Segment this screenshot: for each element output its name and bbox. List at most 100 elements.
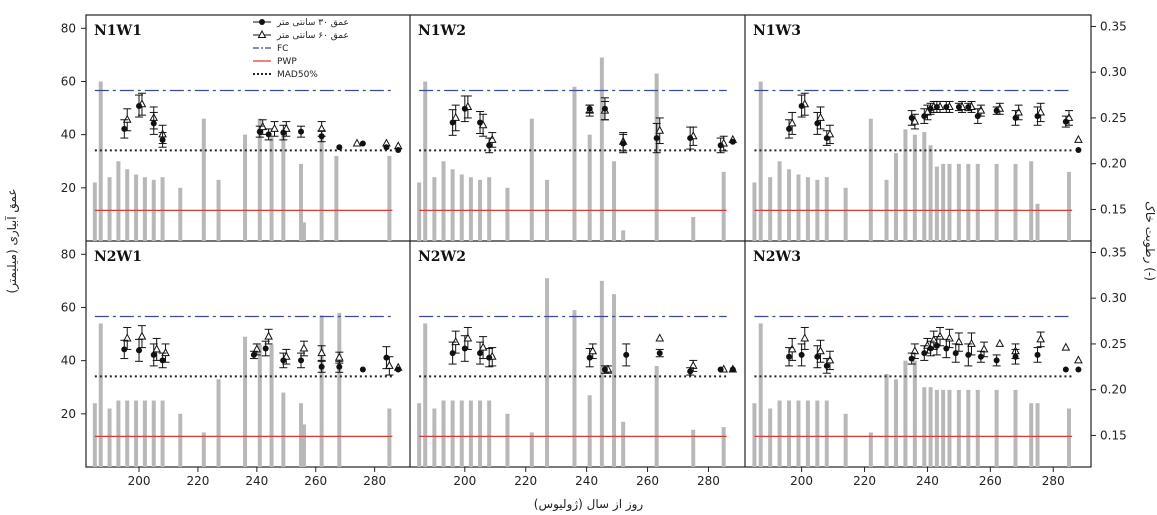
irrigation-bar bbox=[142, 400, 147, 467]
irrigation-bar bbox=[107, 408, 112, 467]
irrigation-bar bbox=[216, 379, 221, 467]
depth30-marker bbox=[280, 129, 287, 136]
irrigation-bar bbox=[824, 177, 829, 241]
irrigation-bar bbox=[843, 413, 848, 467]
irrigation-bar bbox=[134, 400, 139, 467]
irrigation-bar bbox=[529, 118, 534, 241]
irrigation-bar bbox=[178, 413, 183, 467]
irrigation-bar bbox=[319, 315, 324, 467]
depth30-marker bbox=[1062, 366, 1069, 373]
depth30-marker bbox=[256, 128, 263, 135]
depth60-marker bbox=[252, 344, 262, 353]
depth30-marker bbox=[383, 144, 390, 151]
irrigation-bar bbox=[621, 230, 626, 241]
x-tick-label: 220 bbox=[514, 474, 537, 488]
depth30-marker bbox=[952, 350, 959, 357]
depth60-marker bbox=[688, 360, 698, 369]
depth60-marker bbox=[588, 346, 598, 355]
irrigation-bar bbox=[956, 163, 961, 241]
depth30-marker bbox=[977, 353, 984, 360]
depth30-marker bbox=[943, 345, 950, 352]
irrigation-bar bbox=[903, 129, 908, 241]
x-tick-label: 260 bbox=[636, 474, 659, 488]
depth30-marker bbox=[298, 357, 305, 364]
irrigation-bar bbox=[1029, 161, 1034, 241]
depth60-marker bbox=[1061, 342, 1071, 351]
irrigation-bar bbox=[721, 171, 726, 241]
depth30-marker bbox=[449, 119, 456, 126]
y-right-tick-label: 0.35 bbox=[1100, 19, 1127, 33]
irrigation-bar bbox=[1066, 171, 1071, 241]
depth60-marker bbox=[655, 125, 665, 134]
irrigation-bar bbox=[587, 134, 592, 241]
irrigation-bar bbox=[201, 432, 206, 467]
irrigation-bar bbox=[956, 389, 961, 467]
depth30-marker bbox=[1075, 366, 1082, 373]
irrigation-bar bbox=[654, 365, 659, 467]
legend-marker bbox=[257, 29, 267, 38]
depth30-marker bbox=[656, 350, 663, 357]
irrigation-bar bbox=[758, 323, 763, 467]
x-tick-label: 220 bbox=[853, 474, 876, 488]
y-right-tick-label: 0.30 bbox=[1100, 291, 1127, 305]
irrigation-bar bbox=[107, 177, 112, 241]
y-left-tick-label: 20 bbox=[61, 181, 76, 195]
depth30-marker bbox=[786, 125, 793, 132]
depth30-marker bbox=[265, 131, 272, 138]
irrigation-bar bbox=[178, 187, 183, 241]
depth30-marker bbox=[318, 363, 325, 370]
irrigation-bar bbox=[487, 400, 492, 467]
depth60-marker bbox=[954, 337, 964, 346]
x-tick-label: 260 bbox=[979, 474, 1002, 488]
depth30-marker bbox=[717, 366, 724, 373]
x-tick-label: 200 bbox=[128, 474, 151, 488]
panel-title: N1W1 bbox=[94, 23, 142, 39]
depth60-marker bbox=[816, 112, 825, 121]
irrigation-bar bbox=[947, 389, 952, 467]
depth30-marker bbox=[586, 354, 593, 361]
irrigation-bar bbox=[768, 177, 773, 241]
depth30-marker bbox=[965, 351, 972, 358]
depth30-marker bbox=[336, 363, 343, 370]
irrigation-bar bbox=[721, 427, 726, 467]
depth30-marker bbox=[1062, 118, 1069, 125]
legend-label: PWP bbox=[277, 57, 297, 67]
irrigation-bar bbox=[441, 400, 446, 467]
depth30-marker bbox=[1075, 146, 1082, 153]
irrigation-bar bbox=[417, 182, 422, 241]
irrigation-bar bbox=[151, 400, 156, 467]
irrigation-bar bbox=[423, 323, 428, 467]
depth30-marker bbox=[623, 351, 630, 358]
depth60-marker bbox=[1074, 355, 1083, 364]
depth60-marker bbox=[910, 346, 920, 355]
depth30-marker bbox=[262, 345, 269, 352]
depth30-marker bbox=[993, 107, 1000, 114]
irrigation-bar bbox=[432, 408, 437, 467]
depth60-marker bbox=[270, 123, 279, 132]
depth30-marker bbox=[159, 357, 166, 364]
irrigation-bar bbox=[243, 336, 248, 467]
irrigation-bar bbox=[777, 161, 782, 241]
depth30-marker bbox=[449, 350, 456, 357]
irrigation-bar bbox=[1035, 403, 1040, 467]
irrigation-bar bbox=[654, 73, 659, 242]
irrigation-bar bbox=[243, 134, 248, 241]
irrigation-bar bbox=[941, 163, 946, 241]
depth30-marker bbox=[717, 142, 724, 149]
irrigation-bar bbox=[975, 389, 980, 467]
panel-n1w2: N1W2 bbox=[417, 23, 738, 242]
y-left-tick-label: 80 bbox=[61, 21, 76, 35]
depth30-marker bbox=[653, 135, 660, 142]
depth30-marker bbox=[729, 366, 736, 373]
irrigation-bar bbox=[612, 294, 617, 467]
depth30-marker bbox=[908, 355, 915, 362]
irrigation-bar bbox=[752, 403, 757, 467]
irrigation-bar bbox=[468, 400, 473, 467]
depth30-marker bbox=[921, 350, 928, 357]
irrigation-bar bbox=[752, 182, 757, 241]
depth30-marker bbox=[1012, 114, 1019, 121]
irrigation-bar bbox=[824, 400, 829, 467]
depth60-marker bbox=[281, 351, 291, 360]
depth30-marker bbox=[395, 366, 402, 373]
